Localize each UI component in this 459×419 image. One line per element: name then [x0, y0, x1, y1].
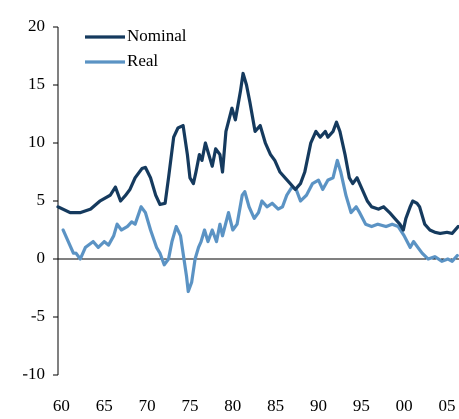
y-tick-label: 10: [28, 132, 45, 151]
x-tick-label: 65: [96, 396, 113, 415]
x-tick-label: 80: [224, 396, 241, 415]
x-tick-label: 90: [310, 396, 327, 415]
x-tick-label: 60: [53, 396, 70, 415]
y-tick-label: -5: [31, 306, 45, 325]
plot-area: [56, 71, 459, 294]
series-line: [61, 158, 459, 294]
x-tick-label: 75: [181, 396, 198, 415]
x-tick-label: 95: [353, 396, 370, 415]
y-tick-label: 15: [28, 74, 45, 93]
x-tick-label: 85: [267, 396, 284, 415]
legend: Nominal Real: [85, 26, 187, 70]
legend-label: Real: [127, 51, 158, 70]
y-tick-label: 0: [37, 248, 46, 267]
x-tick-label: 70: [139, 396, 156, 415]
legend-label: Nominal: [127, 26, 187, 45]
y-tick-label: 20: [28, 16, 45, 35]
x-tick-label: 05: [439, 396, 456, 415]
series-line: [56, 71, 459, 236]
y-tick-label: 5: [37, 190, 46, 209]
y-tick-label: -10: [22, 364, 45, 383]
x-tick-label: 00: [396, 396, 413, 415]
